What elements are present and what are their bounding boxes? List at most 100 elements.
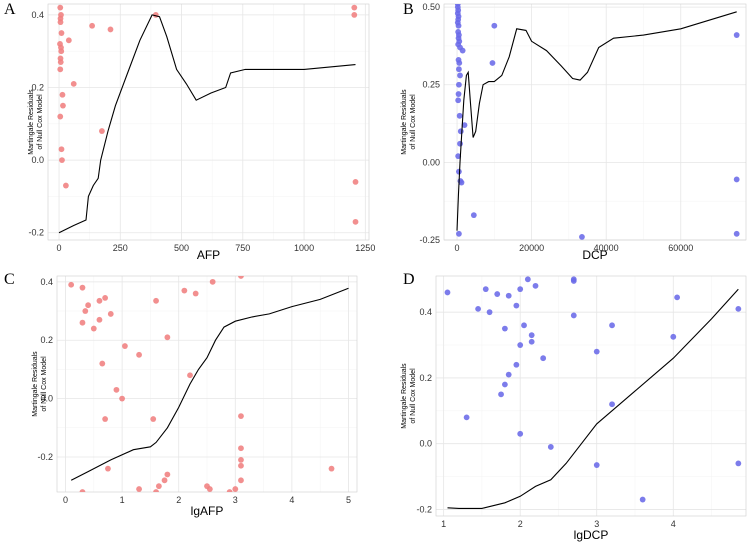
data-point [238,413,244,420]
data-point [458,179,465,186]
data-point [79,319,86,326]
x-tick-label: 1000 [294,243,314,253]
x-tick-label: 0 [57,243,62,253]
data-point [733,176,740,183]
data-point [58,146,65,153]
y-tick-label: -0.2 [416,504,432,514]
data-point [456,230,462,237]
data-point [65,37,72,44]
data-point [570,312,577,319]
data-point [232,486,239,492]
data-point [461,122,468,129]
data-point [457,128,464,135]
data-point [238,462,244,469]
data-point [70,80,77,87]
data-point [735,460,742,467]
y-tick-label: -0.2 [28,228,44,238]
data-point [528,338,535,345]
data-point [57,59,64,65]
data-point [570,278,577,284]
data-point [456,60,463,66]
data-point [521,322,527,329]
x-tick-label: 1 [441,519,446,529]
data-point [238,445,244,452]
x-tick-label: 3 [233,495,238,505]
data-point [58,48,65,55]
data-point [457,72,463,79]
data-point [85,302,92,309]
plot-frame [435,275,747,517]
data-point [136,351,142,358]
data-point [187,372,193,379]
panel-a: A 0 250 500 750 1000 1250 -0.2 0.0 0.2 0.4 AFP Marti… [4,1,375,262]
y-tick-label: 0.0 [419,439,432,449]
data-point [60,102,66,109]
data-point [57,4,64,11]
x-tick-label: 1 [120,495,125,505]
plot-frame [56,275,358,493]
x-tick-label: 250 [113,243,128,253]
x-tick-label: 0 [455,243,460,253]
data-point [457,140,463,147]
data-point [579,233,585,240]
y-tick-label: 0.0 [40,394,53,404]
data-point [475,305,481,312]
y-axis-label: Martingale Residuals of Null Cox Model [401,89,417,155]
data-point [351,11,358,18]
data-point [528,332,535,339]
y-tick-label: 0.4 [40,277,53,287]
data-point [444,289,451,296]
y-tick-label: 0.50 [422,2,440,12]
data-point [328,465,335,472]
x-tick-label: 2 [518,519,523,529]
data-point [238,477,244,484]
smoothing-curve [456,11,737,231]
data-point [113,386,120,393]
data-point [90,325,97,332]
data-point [489,60,496,66]
points [444,276,742,503]
x-tick-label: 750 [235,243,250,253]
data-point [58,11,64,18]
y-tick-label: 0.4 [31,10,44,20]
x-tick-label: 60000 [668,243,693,253]
data-point [670,333,677,340]
y-tick-label: 0.2 [40,335,53,345]
data-point [107,311,114,317]
data-point [57,19,64,26]
data-point [470,212,477,219]
data-point [68,281,75,288]
x-tick-label: 500 [174,243,189,253]
x-axis-label: DCP [582,248,607,262]
data-point [79,284,86,291]
data-point [491,22,498,29]
data-point [455,153,462,160]
x-axis-label: AFP [197,248,220,262]
panel-c: C 0 1 2 3 4 5 -0.2 0.0 0.2 0.4 lgAFP Martingale Resi… [4,271,358,518]
data-point [102,294,109,301]
panel-b: B 0 20000 40000 60000 -0.25 0.00 0.25 0.50 DCP Mar… [401,1,747,262]
data-point [486,309,493,316]
x-tick-label: 4 [671,519,676,529]
points [68,276,335,492]
data-point [58,30,65,36]
data-point [532,282,539,289]
data-point [501,325,508,332]
data-point [494,291,501,297]
points [454,4,740,240]
data-point [733,230,740,237]
data-point [501,381,508,388]
data-point [517,342,524,348]
data-point [96,297,103,304]
x-tick-label: 5 [346,495,351,505]
data-point [62,182,69,189]
data-point [57,66,64,73]
y-tick-label: -0.25 [419,235,440,245]
data-point [351,4,358,11]
y-axis-label: Martingale Residuals of Null Cox Model [32,351,48,417]
data-point [352,179,359,185]
data-point [517,430,524,437]
data-point [102,416,109,422]
data-point [153,489,159,492]
data-point [540,355,547,362]
